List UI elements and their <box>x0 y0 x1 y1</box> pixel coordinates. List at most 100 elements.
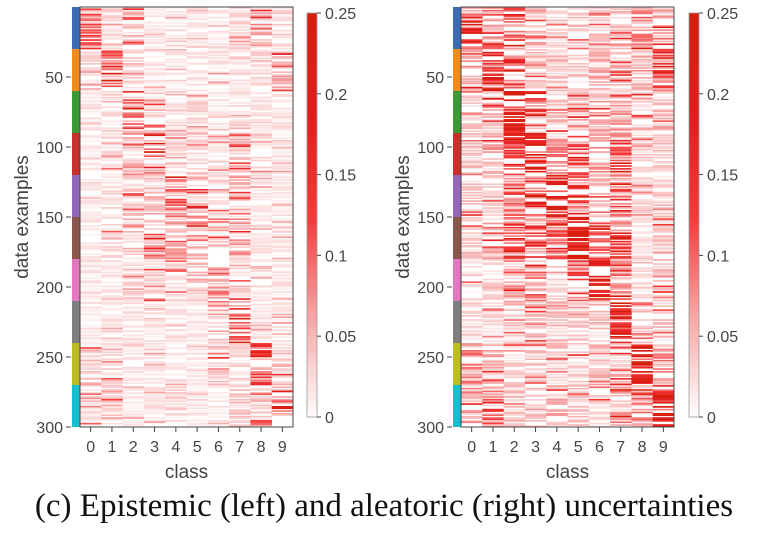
heatmap-cell <box>143 151 166 153</box>
heatmap-cell <box>503 291 526 293</box>
colorbar-segment <box>689 134 699 140</box>
heatmap-cell <box>546 301 568 303</box>
heatmap-cell <box>524 235 547 237</box>
heatmap-cell <box>250 295 272 298</box>
heatmap-cell <box>652 162 675 165</box>
heatmap-cell <box>186 109 209 111</box>
heatmap-cell <box>588 183 611 186</box>
heatmap-cell <box>186 362 209 365</box>
colorbar-segment <box>689 83 699 90</box>
heatmap-cell <box>610 291 632 293</box>
heatmap-cell <box>122 288 145 291</box>
heatmap-cell <box>610 270 632 272</box>
heatmap-cell <box>503 200 526 202</box>
heatmap-cell <box>207 84 230 86</box>
heatmap-cell <box>610 183 632 186</box>
heatmap-cell <box>250 330 272 333</box>
heatmap-cell <box>524 84 547 86</box>
heatmap-cell <box>567 369 590 372</box>
heatmap-cell <box>567 424 590 426</box>
heatmap-cell <box>165 148 187 151</box>
heatmap-cell <box>80 382 102 384</box>
heatmap-cell <box>461 411 483 414</box>
heatmap-cell <box>229 326 251 328</box>
heatmap-cell <box>610 424 632 426</box>
heatmap-cell <box>652 218 675 221</box>
heatmap-cell <box>631 114 653 117</box>
heatmap-cell <box>482 196 504 198</box>
heatmap-cell <box>80 159 102 162</box>
heatmap-cell <box>610 109 632 111</box>
heatmap-cell <box>101 345 123 348</box>
y-tick-label: 200 <box>36 280 63 297</box>
heatmap-cell <box>165 256 187 258</box>
heatmap-cell <box>461 197 483 200</box>
heatmap-cell <box>546 414 568 417</box>
heatmap-cell <box>588 163 611 166</box>
heatmap-cell <box>229 228 251 230</box>
heatmap-cell <box>524 358 547 361</box>
heatmap-cell <box>207 128 230 131</box>
heatmap-cell <box>101 274 123 277</box>
heatmap-cell <box>588 407 611 410</box>
heatmap-cell <box>588 39 611 41</box>
heatmap-cell <box>229 295 251 298</box>
heatmap-cell <box>80 112 102 114</box>
heatmap-cell <box>122 222 145 225</box>
heatmap-cell <box>503 92 526 95</box>
heatmap-cell <box>610 67 632 69</box>
heatmap-cell <box>80 330 102 333</box>
heatmap-cell <box>122 89 145 92</box>
heatmap-cell <box>143 25 166 27</box>
heatmap-cell <box>503 317 526 320</box>
heatmap-cell <box>546 46 568 48</box>
heatmap-cell <box>482 140 504 142</box>
heatmap-cell <box>461 105 483 107</box>
heatmap-cell <box>186 404 209 407</box>
heatmap-cell <box>610 170 632 173</box>
heatmap-cell <box>482 284 504 286</box>
heatmap-cell <box>101 175 123 177</box>
heatmap-cell <box>80 399 102 401</box>
heatmap-cell <box>567 30 590 33</box>
heatmap-cell <box>143 50 166 53</box>
heatmap-cell <box>229 152 251 155</box>
heatmap-cell <box>546 385 568 387</box>
heatmap-cell <box>461 266 483 268</box>
heatmap-cell <box>186 246 209 249</box>
heatmap-cell <box>229 425 251 428</box>
heatmap-cell <box>631 106 653 109</box>
heatmap-cell <box>461 142 483 145</box>
heatmap-cell <box>143 407 166 410</box>
heatmap-cell <box>610 389 632 391</box>
heatmap-cell <box>250 408 272 411</box>
heatmap-cell <box>482 82 504 85</box>
heatmap-cell <box>122 162 145 165</box>
colorbar-segment <box>689 366 699 372</box>
colorbar-segment <box>307 235 317 241</box>
heatmap-cell <box>250 65 272 68</box>
heatmap-cell <box>524 375 547 377</box>
heatmap-cell <box>610 119 632 121</box>
heatmap-cell <box>524 369 547 372</box>
heatmap-cell <box>165 379 187 382</box>
colorbar-segment <box>307 184 317 191</box>
heatmap-cell <box>80 60 102 62</box>
heatmap-cell <box>588 78 611 81</box>
heatmap-cell <box>652 238 675 240</box>
heatmap-cell <box>503 93 526 96</box>
heatmap-cell <box>503 313 526 316</box>
heatmap-cell <box>186 193 209 195</box>
heatmap-cell <box>207 180 230 183</box>
heatmap-cell <box>80 110 102 113</box>
heatmap-cell <box>250 147 272 149</box>
heatmap-cell <box>143 291 166 293</box>
heatmap-cell <box>652 289 675 292</box>
heatmap-cell <box>567 387 590 390</box>
heatmap-cell <box>80 295 102 298</box>
heatmap-cell <box>524 7 547 9</box>
heatmap-cell <box>229 74 251 76</box>
heatmap-cell <box>143 173 166 176</box>
heatmap-cell <box>80 354 102 356</box>
heatmap-cell <box>229 191 251 194</box>
